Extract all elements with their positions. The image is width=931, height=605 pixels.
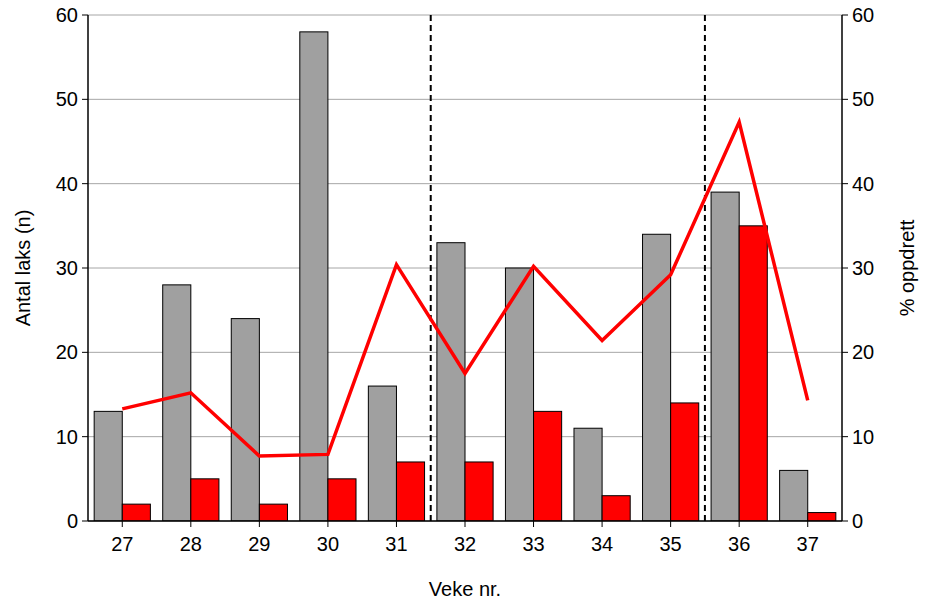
tick: [82, 183, 88, 184]
tick-label: 33: [522, 533, 544, 555]
tick: [82, 268, 88, 269]
tick-label: 60: [56, 4, 78, 26]
tick-label: 36: [728, 533, 750, 555]
bar: [465, 462, 493, 521]
tick-label: 27: [111, 533, 133, 555]
tick: [190, 521, 191, 527]
chart: 0 10 20 30 40 50 60 0 10 20 30 40 50 60 27 28 29 30 31 32 33…: [0, 0, 931, 605]
bar: [191, 479, 219, 521]
tick-label: 10: [56, 426, 78, 448]
bar: [780, 470, 808, 521]
tick: [259, 521, 260, 527]
tick-label: 20: [56, 341, 78, 363]
tick: [842, 15, 848, 16]
tick-label: 30: [317, 533, 339, 555]
tick-label: 30: [852, 257, 874, 279]
tick-label: 40: [56, 173, 78, 195]
tick: [807, 521, 808, 527]
line: [122, 122, 807, 456]
bar: [711, 192, 739, 521]
grid-line: [88, 183, 842, 184]
tick: [82, 436, 88, 437]
tick-label: 30: [56, 257, 78, 279]
tick-label: 60: [852, 4, 874, 26]
grid-line: [88, 15, 842, 16]
tick: [842, 521, 848, 522]
axis-title: Veke nr.: [429, 578, 501, 600]
tick-label: 40: [852, 173, 874, 195]
vertical-line: [704, 15, 706, 521]
plot-area: [94, 15, 836, 521]
tick: [82, 521, 88, 522]
bar: [122, 504, 150, 521]
tick-label: 28: [180, 533, 202, 555]
bar: [259, 504, 287, 521]
tick-label: 50: [852, 88, 874, 110]
axis-title: Antal laks (n): [12, 210, 34, 327]
tick: [533, 521, 534, 527]
tick: [842, 268, 848, 269]
grid-line: [88, 99, 842, 100]
bar: [163, 285, 191, 521]
tick: [82, 99, 88, 100]
bar: [602, 496, 630, 521]
bar: [671, 403, 699, 521]
tick-label: 31: [385, 533, 407, 555]
tick-label: 0: [67, 510, 78, 532]
tick: [327, 521, 328, 527]
tick-label: 35: [660, 533, 682, 555]
tick: [739, 521, 740, 527]
tick: [842, 183, 848, 184]
bar: [808, 513, 836, 521]
bar: [437, 243, 465, 521]
tick-label: 50: [56, 88, 78, 110]
tick: [465, 521, 466, 527]
bar: [534, 411, 562, 521]
tick: [602, 521, 603, 527]
tick: [670, 521, 671, 527]
tick: [842, 352, 848, 353]
bar: [739, 226, 767, 521]
tick-label: 37: [797, 533, 819, 555]
tick: [842, 99, 848, 100]
vertical-line: [430, 15, 432, 521]
bar: [231, 319, 259, 521]
tick: [82, 352, 88, 353]
bar: [368, 386, 396, 521]
tick-label: 20: [852, 341, 874, 363]
bar: [328, 479, 356, 521]
tick-label: 0: [852, 510, 863, 532]
tick-label: 29: [248, 533, 270, 555]
bar: [574, 428, 602, 521]
axis-title: % oppdrett: [896, 219, 918, 316]
tick-label: 10: [852, 426, 874, 448]
bar: [396, 462, 424, 521]
tick-label: 32: [454, 533, 476, 555]
tick: [842, 436, 848, 437]
tick: [122, 521, 123, 527]
bar: [94, 411, 122, 521]
tick: [396, 521, 397, 527]
tick: [82, 15, 88, 16]
tick-label: 34: [591, 533, 613, 555]
bar: [300, 32, 328, 521]
